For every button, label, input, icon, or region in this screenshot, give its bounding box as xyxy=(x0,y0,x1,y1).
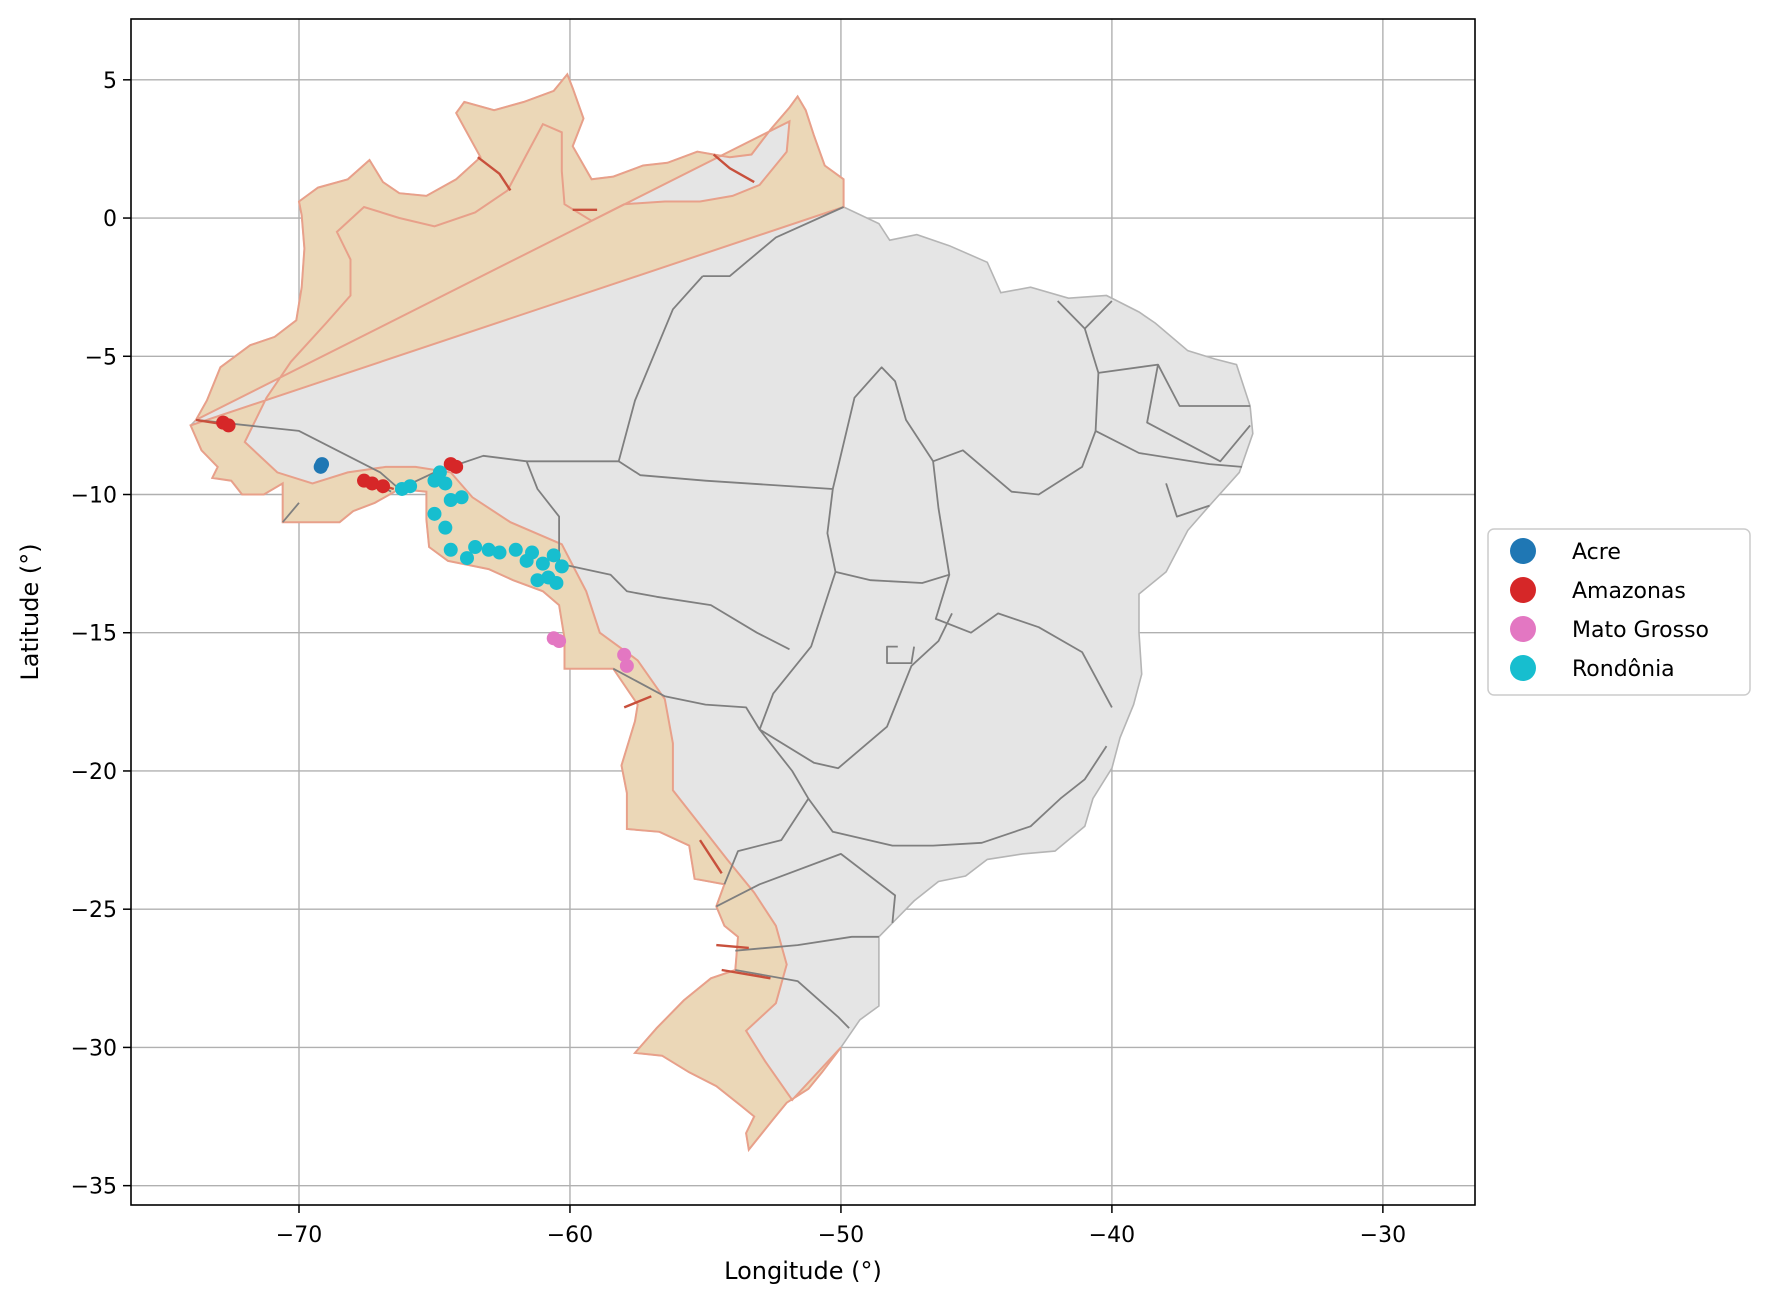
x-tick-label: −50 xyxy=(818,1223,864,1248)
frontier-border-line xyxy=(716,943,749,950)
y-tick-label: −25 xyxy=(71,898,117,923)
state-border xyxy=(526,275,704,463)
point-rond-nia xyxy=(438,476,453,491)
point-mato-grosso xyxy=(619,658,634,673)
point-rond-nia xyxy=(438,520,453,535)
legend-box xyxy=(1487,528,1751,696)
legend: Acre Amazonas Mato Grosso Rondônia xyxy=(1487,528,1751,696)
y-tick-label: −35 xyxy=(71,1175,117,1200)
point-rond-nia xyxy=(549,575,564,590)
y-tick-label: −5 xyxy=(85,345,117,370)
point-rond-nia xyxy=(468,540,483,555)
point-rond-nia xyxy=(525,545,540,560)
y-tick-label: −10 xyxy=(71,484,117,509)
legend-marker xyxy=(1510,616,1536,642)
state-border xyxy=(735,935,879,952)
point-rond-nia xyxy=(535,556,550,571)
state-border xyxy=(1146,364,1251,463)
state-border xyxy=(723,728,810,885)
legend-label: Acre xyxy=(1572,540,1621,565)
state-border xyxy=(195,419,400,490)
frontier-border-line xyxy=(477,156,512,192)
state-border xyxy=(1098,363,1251,407)
state-border xyxy=(807,745,1108,847)
point-mato-grosso xyxy=(552,634,567,649)
state-border xyxy=(1095,430,1243,468)
state-border xyxy=(735,969,850,1029)
state-border xyxy=(934,574,1113,708)
point-rond-nia xyxy=(454,490,469,505)
legend-marker xyxy=(1510,577,1536,603)
axis-ticks: −70 −60 −50 −40 −30 5 0 −5 −10 −15 −20 −25 −30 −35 xyxy=(71,69,1407,1248)
state-border xyxy=(758,571,953,770)
y-tick-label: −15 xyxy=(71,622,117,647)
point-rond-nia xyxy=(530,573,545,588)
point-rond-nia xyxy=(492,545,507,560)
point-rond-nia xyxy=(554,559,569,574)
legend-marker xyxy=(1510,655,1536,681)
state-border xyxy=(612,667,761,730)
state-border xyxy=(1084,300,1113,330)
state-border xyxy=(1165,483,1210,518)
plot-frame xyxy=(130,18,1476,1206)
x-tick-label: −40 xyxy=(1089,1223,1135,1248)
brazil-map xyxy=(189,72,1254,1153)
data-points xyxy=(216,415,634,673)
legend-label: Mato Grosso xyxy=(1572,618,1709,643)
point-rond-nia xyxy=(443,493,458,508)
state-border xyxy=(702,206,844,277)
state-border xyxy=(886,645,915,664)
state-border xyxy=(558,562,790,651)
x-tick-label: −60 xyxy=(547,1223,593,1248)
x-axis-label: Longitude (°) xyxy=(724,1257,882,1285)
frontier-band xyxy=(189,72,845,1153)
point-rond-nia xyxy=(443,542,458,557)
point-amazonas xyxy=(221,418,236,433)
point-rond-nia xyxy=(546,548,561,563)
point-amazonas xyxy=(365,476,380,491)
legend-marker xyxy=(1510,538,1536,564)
point-rond-nia xyxy=(481,542,496,557)
frontier-border-line xyxy=(721,968,771,980)
point-rond-nia xyxy=(508,542,523,557)
point-mato-grosso xyxy=(617,647,632,662)
y-tick-label: 5 xyxy=(103,69,117,94)
point-rond-nia xyxy=(427,506,442,521)
point-amazonas xyxy=(449,459,464,474)
point-acre xyxy=(315,457,330,472)
legend-label: Rondônia xyxy=(1572,657,1675,682)
frontier-border-line xyxy=(623,695,652,709)
state-border xyxy=(715,853,896,924)
y-axis-label: Latitude (°) xyxy=(16,543,44,680)
point-rond-nia xyxy=(460,551,474,566)
state-border xyxy=(618,460,833,490)
legend-label: Amazonas xyxy=(1572,579,1686,604)
y-tick-label: −20 xyxy=(71,760,117,785)
y-tick-label: −30 xyxy=(71,1036,117,1061)
point-amazonas xyxy=(376,479,390,494)
frontier-border-line xyxy=(712,153,755,184)
point-rond-nia xyxy=(403,479,418,494)
x-tick-label: −70 xyxy=(276,1223,322,1248)
x-tick-label: −30 xyxy=(1360,1223,1406,1248)
state-border xyxy=(932,300,1100,496)
y-tick-label: 0 xyxy=(103,207,117,232)
frontier-border-line xyxy=(698,839,723,874)
state-border xyxy=(282,502,300,523)
point-rond-nia xyxy=(432,465,447,480)
